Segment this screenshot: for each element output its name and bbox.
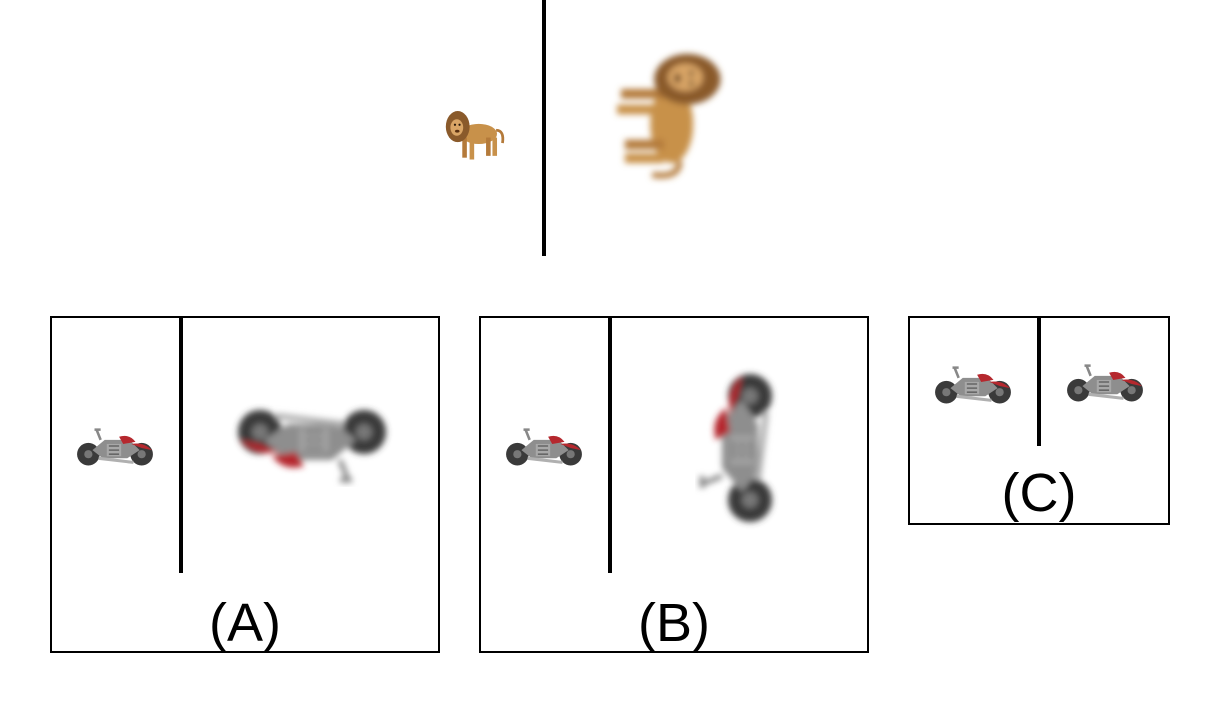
- option-b-divider: [608, 318, 612, 573]
- motorcycle-small-image: [75, 428, 155, 468]
- motorcycle-large-rotated-vertical-image: [686, 362, 786, 532]
- motorcycle-small-image: [933, 366, 1013, 406]
- option-a-divider: [179, 318, 183, 573]
- lion-small-image: [444, 109, 505, 161]
- option-b-box[interactable]: (B): [479, 316, 869, 653]
- option-a-label: (A): [209, 593, 281, 653]
- motorcycle-small-image-right: [1065, 364, 1145, 404]
- motorcycle-large-upside-down-image: [227, 396, 397, 496]
- question-divider: [542, 0, 546, 256]
- option-c-divider: [1037, 318, 1041, 446]
- option-a-box[interactable]: (A): [50, 316, 440, 653]
- option-c-label: (C): [1001, 463, 1077, 523]
- option-c-box[interactable]: (C): [908, 316, 1170, 525]
- motorcycle-small-image: [504, 428, 584, 468]
- option-b-label: (B): [638, 593, 710, 653]
- lion-large-rotated-image: [620, 48, 750, 188]
- question-panel: [0, 0, 1219, 260]
